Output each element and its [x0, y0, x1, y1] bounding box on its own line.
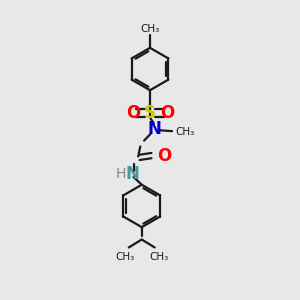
Text: H: H: [116, 167, 126, 181]
Text: N: N: [148, 120, 161, 138]
Text: CH₃: CH₃: [175, 127, 194, 137]
Text: CH₃: CH₃: [115, 252, 135, 262]
Text: CH₃: CH₃: [149, 252, 168, 262]
Text: CH₃: CH₃: [140, 24, 160, 34]
Text: O: O: [158, 147, 172, 165]
Text: S: S: [144, 104, 156, 122]
Text: N: N: [125, 165, 139, 183]
Text: O: O: [160, 104, 174, 122]
Text: O: O: [126, 104, 140, 122]
